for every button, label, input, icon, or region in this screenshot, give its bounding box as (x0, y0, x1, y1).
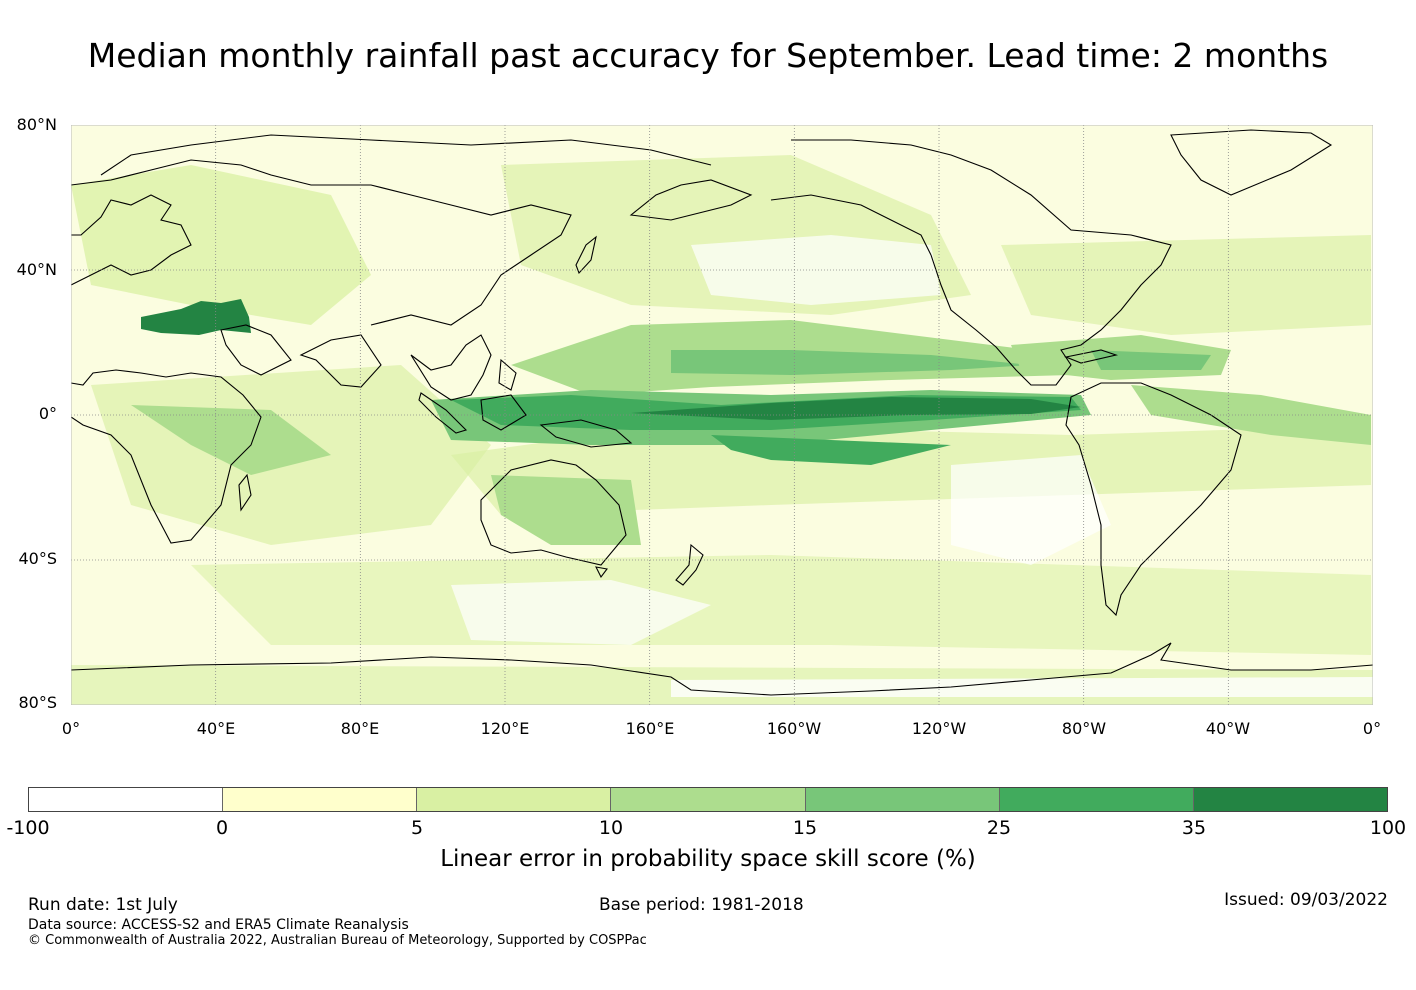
colorbar-tick: 35 (1181, 817, 1207, 839)
skill-blank-region (451, 580, 711, 645)
skill-band-australia (491, 475, 641, 545)
lat-label-40n: 40°N (16, 260, 57, 279)
coastline-cuba (1064, 349, 1119, 364)
colorbar-tick: 100 (1369, 817, 1407, 839)
colorbar-segment (29, 788, 224, 811)
coastline-south-america (1065, 382, 1242, 617)
lon-label-160w: 160°W (766, 719, 822, 738)
coastline-arabia (220, 324, 292, 376)
skill-band-equatorial-core (631, 397, 1081, 420)
coastline-philippines (498, 358, 517, 391)
coastline-antarctica (71, 642, 1373, 696)
gridlines (71, 125, 1373, 705)
copyright: © Commonwealth of Australia 2022, Austra… (28, 933, 647, 948)
skill-patch-light (1001, 235, 1371, 335)
coastline-japan (575, 235, 597, 275)
lon-label-160e: 160°E (625, 719, 675, 738)
colorbar-segment (611, 788, 806, 811)
coastlines (71, 129, 1373, 696)
colorbar-tick: -100 (6, 817, 50, 839)
skill-map (71, 125, 1373, 705)
skill-band-atlantic (1091, 350, 1211, 370)
chart-title: Median monthly rainfall past accuracy fo… (87, 36, 1329, 75)
skill-blank-region (671, 677, 1373, 697)
coastline-madagascar (238, 473, 252, 512)
skill-patch-sahara (141, 299, 251, 335)
colorbar-tick: 0 (215, 817, 229, 839)
colorbar (28, 787, 1388, 812)
coastline-alaska (770, 194, 932, 256)
colorbar-tick: 15 (792, 817, 818, 839)
base-period: Base period: 1981-2018 (599, 895, 804, 915)
lon-label-0-right: 0° (1362, 719, 1382, 738)
lon-label-120w: 120°W (911, 719, 967, 738)
map-canvas (71, 125, 1373, 705)
coastline-australia (480, 459, 627, 566)
lon-label-120e: 120°E (480, 719, 530, 738)
coastline-arctic-russia (100, 134, 712, 176)
lat-label-0: 0° (38, 404, 57, 423)
colorbar-segment (1193, 788, 1387, 811)
coastline-borneo (480, 394, 527, 431)
skill-band-spcz (711, 435, 951, 465)
data-source: Data source: ACCESS-S2 and ERA5 Climate … (28, 917, 409, 933)
coastline-se-asia (410, 334, 492, 401)
colorbar-segment (417, 788, 612, 811)
colorbar-tick: 25 (986, 817, 1012, 839)
lat-label-80s: 80°S (18, 693, 57, 712)
colorbar-segment (999, 788, 1194, 811)
colorbar-label: Linear error in probability space skill … (440, 846, 976, 872)
coastline-tasmania (595, 566, 608, 579)
colorbar-segment (223, 788, 418, 811)
coastline-north-america (791, 139, 1172, 386)
colorbar-segment (805, 788, 1000, 811)
skill-patch-light (451, 425, 1371, 515)
coastline-east-asia (71, 159, 572, 326)
skill-fields (71, 155, 1373, 705)
run-date: Run date: 1st July (28, 895, 178, 915)
lat-label-80n: 80°N (16, 115, 57, 134)
skill-patch-light (191, 555, 1371, 655)
coastline-greenland (1170, 129, 1333, 196)
lon-label-80w: 80°W (1061, 719, 1107, 738)
coastline-europe (71, 194, 192, 286)
skill-patch-light (71, 165, 371, 325)
lon-label-40w: 40°W (1205, 719, 1251, 738)
coastline-africa (71, 369, 262, 544)
issued-date: Issued: 09/03/2022 (1224, 890, 1388, 910)
lat-label-40s: 40°S (18, 549, 57, 568)
coastline-india (299, 334, 382, 388)
colorbar-tick: 10 (598, 817, 624, 839)
coastline-kamchatka (629, 179, 753, 221)
skill-blank-region (951, 455, 1111, 565)
colorbar-tick: 5 (410, 817, 424, 839)
lon-label-0: 0° (61, 719, 81, 738)
coastline-new-guinea (539, 419, 633, 448)
lon-label-80e: 80°E (340, 719, 380, 738)
coastline-new-zealand (675, 543, 704, 586)
skill-band-indian (131, 405, 331, 475)
lon-label-40e: 40°E (196, 719, 236, 738)
coastline-sumatra (418, 392, 468, 434)
skill-band-north-pacific (671, 350, 1031, 375)
